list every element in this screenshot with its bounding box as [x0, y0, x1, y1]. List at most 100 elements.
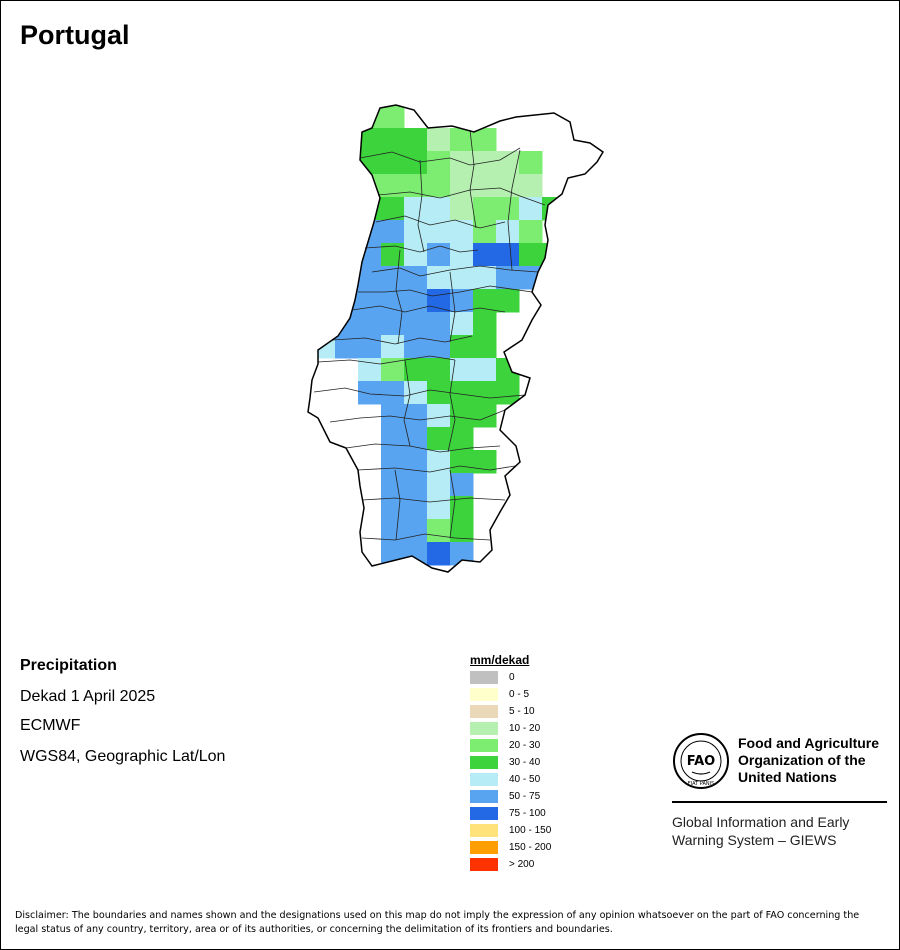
giews-line-2: Warning System – GIEWS [672, 832, 837, 848]
grid-cell [450, 243, 474, 267]
grid-cell [335, 335, 359, 359]
grid-cell [427, 473, 451, 497]
legend-item: 5 - 10 [470, 705, 535, 718]
legend-swatch [470, 807, 498, 820]
legend-swatch [470, 688, 498, 701]
grid-cell [404, 542, 428, 566]
grid-cell [381, 335, 405, 359]
grid-cell [427, 450, 451, 474]
grid-cell [450, 174, 474, 198]
grid-cell [358, 358, 382, 382]
legend-label: 100 - 150 [509, 825, 552, 836]
grid-cell [473, 335, 497, 359]
grid-cell [381, 220, 405, 244]
grid-cell [404, 243, 428, 267]
district-boundaries [313, 129, 546, 541]
grid-cell [427, 404, 451, 428]
grid-cell [473, 289, 497, 313]
grid-cell [496, 220, 520, 244]
grid-cell [450, 404, 474, 428]
grid-cell [358, 312, 382, 336]
grid-cell [450, 151, 474, 175]
grid-cell [427, 427, 451, 451]
grid-cell [473, 312, 497, 336]
fao-logo-text: FAO [687, 754, 716, 769]
grid-cell [381, 128, 405, 152]
grid-cell [404, 312, 428, 336]
grid-cell [381, 266, 405, 290]
grid-cell [450, 519, 474, 543]
grid-cell [427, 519, 451, 543]
map-title: Portugal [20, 20, 130, 50]
legend-label: 40 - 50 [509, 774, 541, 785]
disclaimer: Disclaimer: The boundaries and names sho… [15, 910, 860, 935]
grid-cell [450, 381, 474, 405]
legend-item: 30 - 40 [470, 756, 540, 769]
legend-swatch [470, 841, 498, 854]
grid-cell [381, 151, 405, 175]
grid-cell [473, 358, 497, 382]
grid-cell [427, 174, 451, 198]
grid-cell [381, 174, 405, 198]
grid-cell [450, 197, 474, 221]
legend-swatch [470, 705, 498, 718]
grid-cell [450, 542, 474, 566]
legend-title: mm/dekad [470, 653, 530, 667]
legend-swatch [470, 824, 498, 837]
legend-item: 10 - 20 [470, 722, 540, 735]
grid-cell [381, 542, 405, 566]
grid-cell [381, 381, 405, 405]
grid-cell [473, 174, 497, 198]
grid-cell [335, 243, 359, 267]
legend-item: 75 - 100 [470, 807, 546, 820]
divider [672, 801, 887, 803]
grid-cell [450, 358, 474, 382]
legend-label: 10 - 20 [509, 723, 541, 734]
legend-label: > 200 [509, 859, 535, 870]
grid-cell [381, 450, 405, 474]
grid-cell [450, 220, 474, 244]
grid-cell [404, 128, 428, 152]
grid-cell [519, 174, 543, 198]
grid-cell [450, 289, 474, 313]
grid-cell [381, 312, 405, 336]
country-border [307, 104, 605, 573]
grid-cell [473, 404, 497, 428]
grid-cell [427, 266, 451, 290]
grid-cell [427, 358, 451, 382]
grid-cell [427, 312, 451, 336]
fao-name-line-3: United Nations [738, 769, 837, 785]
grid-cell [381, 496, 405, 520]
grid-cell [381, 197, 405, 221]
grid-cell [358, 266, 382, 290]
grid-cell [473, 266, 497, 290]
precipitation-grid [312, 105, 566, 566]
grid-cell [473, 197, 497, 221]
grid-cell [542, 266, 566, 290]
grid-cell [450, 266, 474, 290]
grid-cell [519, 243, 543, 267]
grid-cell [519, 151, 543, 175]
grid-cell [404, 519, 428, 543]
grid-cell [473, 381, 497, 405]
grid-cell [450, 312, 474, 336]
legend-item: > 200 [470, 858, 534, 871]
grid-cell [496, 151, 520, 175]
grid-cell [427, 151, 451, 175]
grid-cell [450, 427, 474, 451]
variable-label: Precipitation [20, 657, 117, 674]
legend-label: 5 - 10 [509, 706, 535, 717]
legend-item: 40 - 50 [470, 773, 540, 786]
grid-cell [450, 335, 474, 359]
legend-swatch [470, 858, 498, 871]
grid-cell [312, 312, 336, 336]
grid-cell [450, 496, 474, 520]
grid-cell [473, 220, 497, 244]
grid-cell [473, 450, 497, 474]
grid-cell [404, 220, 428, 244]
legend-item: 100 - 150 [470, 824, 551, 837]
grid-cell [450, 450, 474, 474]
grid-cell [427, 335, 451, 359]
legend-label: 0 - 5 [509, 689, 530, 700]
